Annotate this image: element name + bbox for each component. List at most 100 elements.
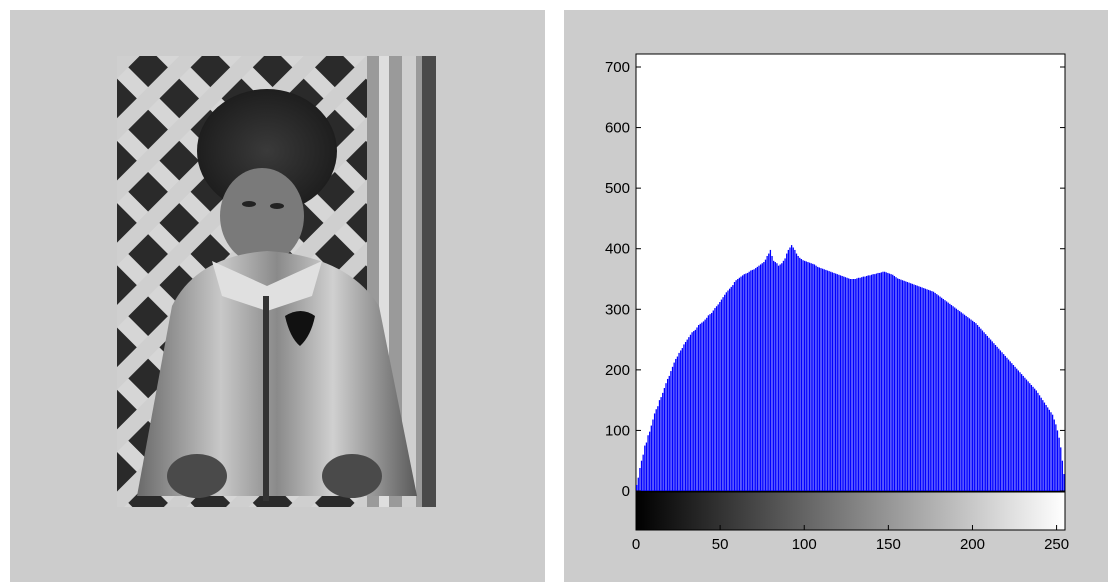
histogram-bar: [875, 273, 878, 491]
histogram-bar: [763, 262, 765, 491]
histogram-bar: [844, 277, 847, 491]
histogram-bar: [862, 276, 865, 491]
histogram-bar: [872, 274, 874, 491]
histogram-bar: [867, 275, 869, 491]
histogram-bar: [1006, 357, 1008, 491]
histogram-bar: [753, 269, 755, 491]
histogram-bar: [808, 262, 811, 491]
histogram-bar: [1009, 361, 1011, 491]
histogram-bar: [722, 297, 724, 491]
histogram-bar: [1027, 381, 1029, 491]
histogram-bar: [768, 253, 770, 491]
histogram-bar: [869, 275, 871, 491]
histogram-bar: [1060, 447, 1062, 491]
histogram-bar: [923, 288, 925, 491]
histogram-bar: [957, 309, 959, 491]
histogram-bar: [1014, 366, 1016, 491]
y-tick-label: 400: [605, 241, 630, 258]
histogram-bar: [657, 406, 659, 491]
y-tick-label: 200: [605, 362, 630, 379]
grayscale-colorbar: [635, 491, 1066, 531]
histogram-bar: [864, 276, 866, 491]
histogram-bar: [786, 253, 788, 491]
histogram-bar: [945, 301, 948, 491]
histogram-bar: [817, 266, 819, 491]
histogram-bar: [821, 268, 824, 491]
histogram-bar: [937, 295, 940, 491]
histogram-bar: [913, 284, 915, 491]
histogram-bar: [934, 292, 936, 491]
histogram-bar: [818, 267, 820, 491]
histogram-bar: [676, 356, 679, 491]
x-tick-label: 50: [712, 536, 729, 553]
histogram-bar: [742, 275, 744, 491]
histogram-bar: [849, 279, 851, 491]
histogram-bar: [1048, 409, 1050, 491]
histogram-bar: [680, 350, 682, 491]
histogram-bar: [800, 259, 803, 491]
histogram-bar: [898, 279, 900, 491]
histogram-bar: [1016, 368, 1018, 491]
histogram-bar: [963, 314, 966, 491]
histogram-bar: [1056, 430, 1059, 491]
histogram-bar: [823, 269, 825, 491]
x-tick-label: 200: [960, 536, 985, 553]
histogram-bar: [792, 247, 794, 491]
histogram-bar: [794, 249, 796, 491]
histogram-bar: [658, 400, 661, 491]
histogram-bar: [911, 283, 913, 491]
histogram-bar: [795, 253, 798, 491]
histogram-bar: [815, 265, 817, 491]
histogram-bar: [652, 419, 654, 491]
histogram-bar: [673, 362, 675, 491]
histogram-bar: [983, 332, 985, 491]
y-tick-label: 300: [605, 301, 630, 318]
histogram-bar: [782, 260, 785, 491]
histogram-bar: [1007, 359, 1010, 491]
histogram-bar: [728, 288, 731, 491]
histogram-bar: [799, 257, 801, 491]
histogram-bar: [1034, 388, 1036, 491]
histogram-bar: [735, 280, 737, 491]
histogram-bar: [950, 305, 953, 491]
histogram-bar: [874, 274, 876, 491]
histogram-bar: [962, 313, 964, 491]
histogram-bar: [1029, 383, 1031, 491]
histogram-bar: [887, 272, 889, 491]
histogram-bar: [751, 269, 754, 491]
histogram-bar: [1043, 402, 1046, 491]
histogram-bar: [970, 319, 972, 491]
histogram-bar: [1019, 372, 1021, 491]
histogram-bar: [1001, 352, 1003, 491]
histogram-bar: [637, 477, 639, 491]
histogram-bar: [797, 255, 799, 491]
histogram-bar: [750, 270, 752, 491]
histogram-bar: [955, 308, 958, 491]
histogram-bar: [719, 302, 721, 491]
histogram-bar: [870, 274, 873, 491]
histogram-bar: [709, 314, 711, 491]
histogram-bar: [999, 350, 1002, 491]
histogram-bar: [639, 467, 641, 491]
histogram-bar: [660, 397, 662, 491]
histogram-bar: [968, 318, 971, 491]
histogram-bar: [693, 331, 695, 491]
histogram-bar: [689, 334, 692, 491]
histogram-bar: [644, 445, 646, 491]
histogram-bar: [942, 298, 944, 491]
histogram-bar: [756, 266, 759, 491]
histogram-bar: [918, 286, 920, 491]
photo-illustration: [117, 56, 436, 507]
histogram-bar: [740, 276, 742, 491]
histogram-bar: [1045, 404, 1047, 491]
histogram-bar: [701, 322, 703, 491]
histogram-bar: [712, 310, 714, 491]
histogram-bar: [989, 339, 992, 491]
histogram-bar: [900, 279, 902, 491]
histogram-bar: [960, 312, 962, 491]
histogram-bar: [779, 264, 781, 491]
histogram-bar: [880, 272, 882, 491]
histogram-bar: [697, 325, 700, 491]
histogram-bar: [936, 294, 938, 491]
histogram-bar: [952, 306, 954, 491]
